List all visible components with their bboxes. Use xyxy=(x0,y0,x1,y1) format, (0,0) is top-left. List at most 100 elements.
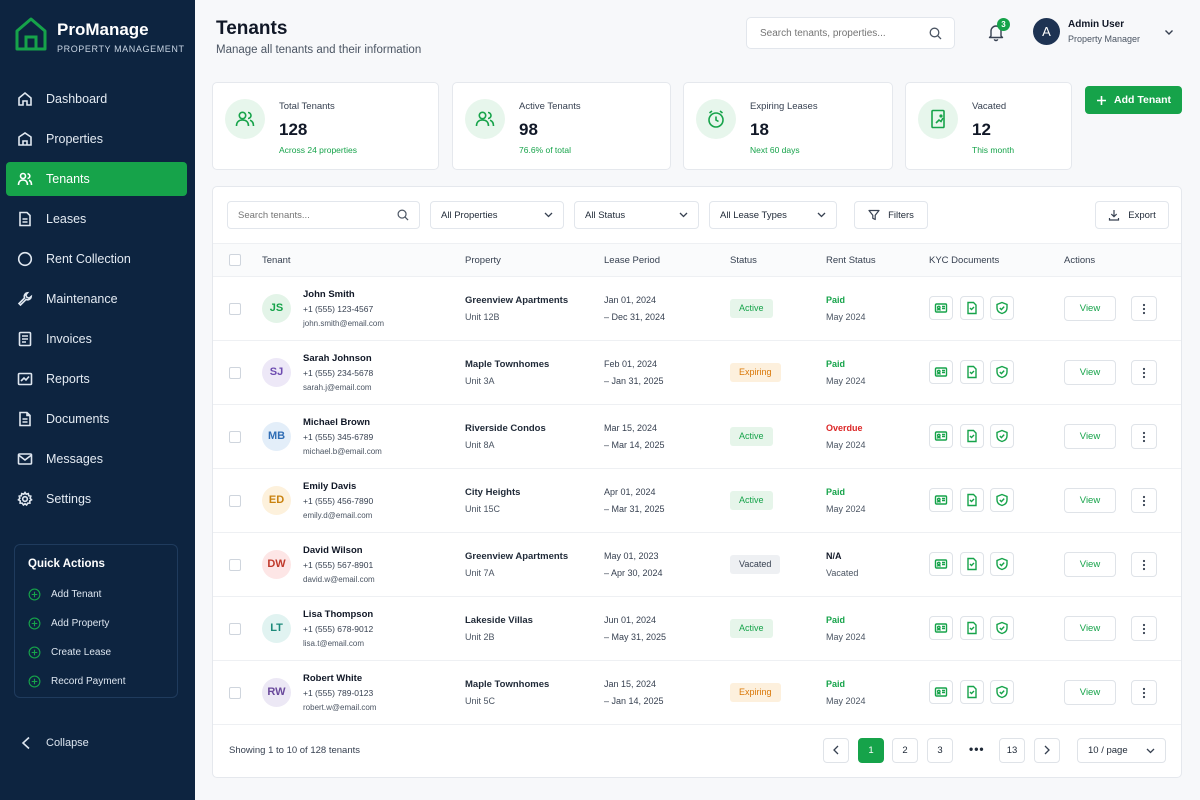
more-actions-button[interactable] xyxy=(1131,360,1157,385)
row-checkbox[interactable] xyxy=(229,431,241,443)
export-button[interactable]: Export xyxy=(1095,201,1169,229)
kyc-id-card-button[interactable] xyxy=(929,680,953,704)
quick-action-record-payment[interactable]: Record Payment xyxy=(28,667,164,696)
add-tenant-button[interactable]: Add Tenant xyxy=(1085,86,1182,114)
kyc-document-check-button[interactable] xyxy=(960,424,984,448)
tenant-name[interactable]: Lisa Thompson xyxy=(303,609,374,620)
view-button[interactable]: View xyxy=(1064,424,1116,449)
table-row[interactable]: MB Michael Brown +1 (555) 345-6789 michael.… xyxy=(213,405,1181,469)
kyc-document-check-button[interactable] xyxy=(960,360,984,384)
kyc-shield-check-button[interactable] xyxy=(990,680,1014,704)
per-page-dropdown[interactable]: 10 / page xyxy=(1077,738,1166,763)
pagination-next-button[interactable] xyxy=(1034,738,1060,763)
collapse-button[interactable]: Collapse xyxy=(20,736,89,750)
sidebar-item-tenants[interactable]: Tenants xyxy=(6,162,187,196)
sidebar-item-messages[interactable]: Messages xyxy=(6,442,187,476)
view-button[interactable]: View xyxy=(1064,552,1116,577)
column-header-status[interactable]: Status xyxy=(730,255,757,266)
lease-type-filter-dropdown[interactable]: All Lease Types xyxy=(709,201,837,229)
chevron-down-icon[interactable] xyxy=(1164,29,1174,36)
table-row[interactable]: RW Robert White +1 (555) 789-0123 robert.w@… xyxy=(213,661,1181,725)
row-checkbox[interactable] xyxy=(229,687,241,699)
search-icon[interactable] xyxy=(929,27,942,40)
quick-action-add-tenant[interactable]: Add Tenant xyxy=(28,580,164,609)
pagination-page-1[interactable]: 1 xyxy=(858,738,884,763)
sidebar-item-leases[interactable]: Leases xyxy=(6,202,187,236)
pagination-page-3[interactable]: 3 xyxy=(927,738,953,763)
sidebar-item-settings[interactable]: Settings xyxy=(6,482,187,516)
kyc-id-card-button[interactable] xyxy=(929,424,953,448)
pagination-page-2[interactable]: 2 xyxy=(892,738,918,763)
kyc-id-card-button[interactable] xyxy=(929,296,953,320)
filters-button[interactable]: Filters xyxy=(854,201,928,229)
kyc-id-card-button[interactable] xyxy=(929,488,953,512)
kyc-document-check-button[interactable] xyxy=(960,680,984,704)
table-row[interactable]: LT Lisa Thompson +1 (555) 678-9012 lisa.t@e… xyxy=(213,597,1181,661)
more-actions-button[interactable] xyxy=(1131,616,1157,641)
more-actions-button[interactable] xyxy=(1131,488,1157,513)
kyc-shield-check-button[interactable] xyxy=(990,616,1014,640)
view-button[interactable]: View xyxy=(1064,616,1116,641)
table-row[interactable]: JS John Smith +1 (555) 123-4567 john.smith@… xyxy=(213,277,1181,341)
tenant-name[interactable]: Michael Brown xyxy=(303,417,371,428)
table-row[interactable]: SJ Sarah Johnson +1 (555) 234-5678 sarah.j@… xyxy=(213,341,1181,405)
sidebar-item-rent-collection[interactable]: Rent Collection xyxy=(6,242,187,276)
kyc-document-check-button[interactable] xyxy=(960,552,984,576)
sidebar-item-reports[interactable]: Reports xyxy=(6,362,187,396)
tenant-search-input[interactable] xyxy=(238,209,388,221)
property-name: Riverside Condos xyxy=(465,423,546,434)
kyc-shield-check-button[interactable] xyxy=(990,552,1014,576)
kyc-document-check-button[interactable] xyxy=(960,616,984,640)
select-all-checkbox[interactable] xyxy=(229,254,241,266)
sidebar-item-maintenance[interactable]: Maintenance xyxy=(6,282,187,316)
kyc-document-check-button[interactable] xyxy=(960,296,984,320)
tenant-name[interactable]: John Smith xyxy=(303,289,355,300)
tenant-name[interactable]: Emily Davis xyxy=(303,481,357,492)
more-actions-button[interactable] xyxy=(1131,680,1157,705)
kyc-shield-check-button[interactable] xyxy=(990,424,1014,448)
kyc-id-card-button[interactable] xyxy=(929,552,953,576)
user-name[interactable]: Admin User xyxy=(1068,19,1125,30)
more-actions-button[interactable] xyxy=(1131,552,1157,577)
row-checkbox[interactable] xyxy=(229,303,241,315)
property-filter-dropdown[interactable]: All Properties xyxy=(430,201,564,229)
row-checkbox[interactable] xyxy=(229,367,241,379)
brand[interactable]: ProManage PROPERTY MANAGEMENT xyxy=(14,16,185,54)
quick-action-add-property[interactable]: Add Property xyxy=(28,609,164,638)
column-header-rent-status[interactable]: Rent Status xyxy=(826,255,876,266)
more-actions-button[interactable] xyxy=(1131,424,1157,449)
sidebar-item-documents[interactable]: Documents xyxy=(6,402,187,436)
column-header-property[interactable]: Property xyxy=(465,255,501,266)
view-button[interactable]: View xyxy=(1064,296,1116,321)
view-button[interactable]: View xyxy=(1064,360,1116,385)
status-filter-dropdown[interactable]: All Status xyxy=(574,201,699,229)
row-checkbox[interactable] xyxy=(229,559,241,571)
column-header-tenant[interactable]: Tenant xyxy=(262,255,291,266)
table-row[interactable]: ED Emily Davis +1 (555) 456-7890 emily.d@em… xyxy=(213,469,1181,533)
column-header-lease-period[interactable]: Lease Period xyxy=(604,255,660,266)
tenant-name[interactable]: David Wilson xyxy=(303,545,363,556)
view-button[interactable]: View xyxy=(1064,488,1116,513)
more-actions-button[interactable] xyxy=(1131,296,1157,321)
row-checkbox[interactable] xyxy=(229,623,241,635)
kyc-id-card-button[interactable] xyxy=(929,360,953,384)
kyc-shield-check-button[interactable] xyxy=(990,360,1014,384)
global-search-input[interactable] xyxy=(760,27,920,39)
kyc-document-check-button[interactable] xyxy=(960,488,984,512)
table-row[interactable]: DW David Wilson +1 (555) 567-8901 david.w@e… xyxy=(213,533,1181,597)
view-button[interactable]: View xyxy=(1064,680,1116,705)
avatar[interactable]: A xyxy=(1033,18,1060,45)
row-checkbox[interactable] xyxy=(229,495,241,507)
sidebar-item-invoices[interactable]: Invoices xyxy=(6,322,187,356)
kyc-shield-check-button[interactable] xyxy=(990,296,1014,320)
tenant-name[interactable]: Robert White xyxy=(303,673,363,684)
quick-action-create-lease[interactable]: Create Lease xyxy=(28,638,164,667)
tenant-name[interactable]: Sarah Johnson xyxy=(303,353,372,364)
pagination-prev-button[interactable] xyxy=(823,738,849,763)
sidebar-item-properties[interactable]: Properties xyxy=(6,122,187,156)
kyc-shield-check-button[interactable] xyxy=(990,488,1014,512)
sidebar-item-dashboard[interactable]: Dashboard xyxy=(6,82,187,116)
search-icon[interactable] xyxy=(397,209,409,221)
kyc-id-card-button[interactable] xyxy=(929,616,953,640)
pagination-page-last[interactable]: 13 xyxy=(999,738,1025,763)
